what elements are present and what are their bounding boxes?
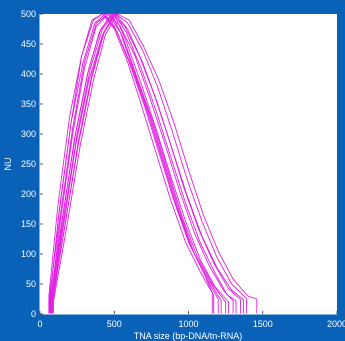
y-tick-label: 350 bbox=[21, 99, 36, 109]
y-tick-label: 250 bbox=[21, 159, 36, 169]
series-line-9 bbox=[52, 13, 258, 314]
x-axis-label: TNA size (bp-DNA/tn-RNA) bbox=[134, 331, 243, 341]
series-line-12 bbox=[52, 13, 244, 314]
x-tick-label: 1000 bbox=[178, 319, 198, 329]
y-tick-label: 500 bbox=[21, 9, 36, 19]
x-tick-label: 2000 bbox=[327, 319, 345, 329]
plot-area bbox=[40, 14, 337, 314]
x-tick-label: 1500 bbox=[253, 319, 273, 329]
series-line-6 bbox=[48, 13, 234, 314]
x-tick-label: 500 bbox=[107, 319, 122, 329]
series-line-3 bbox=[49, 13, 222, 314]
y-tick-label: 50 bbox=[26, 279, 36, 289]
x-tick-label: 0 bbox=[37, 319, 42, 329]
y-tick-label: 200 bbox=[21, 189, 36, 199]
series-line-10 bbox=[49, 13, 213, 314]
y-tick-label: 150 bbox=[21, 219, 36, 229]
y-tick-label: 300 bbox=[21, 129, 36, 139]
y-tick-label: 0 bbox=[31, 309, 36, 319]
series-line-5 bbox=[51, 13, 230, 314]
series-layer bbox=[48, 13, 258, 314]
y-axis-label: NU bbox=[3, 158, 13, 171]
y-tick-label: 400 bbox=[21, 69, 36, 79]
y-tick-label: 450 bbox=[21, 39, 36, 49]
tick-labels: 0 500 1000 1500 2000 0 50 100 150 200 250 300 350 400… bbox=[21, 9, 345, 329]
y-tick-label: 100 bbox=[21, 249, 36, 259]
series-line-11 bbox=[50, 13, 237, 314]
